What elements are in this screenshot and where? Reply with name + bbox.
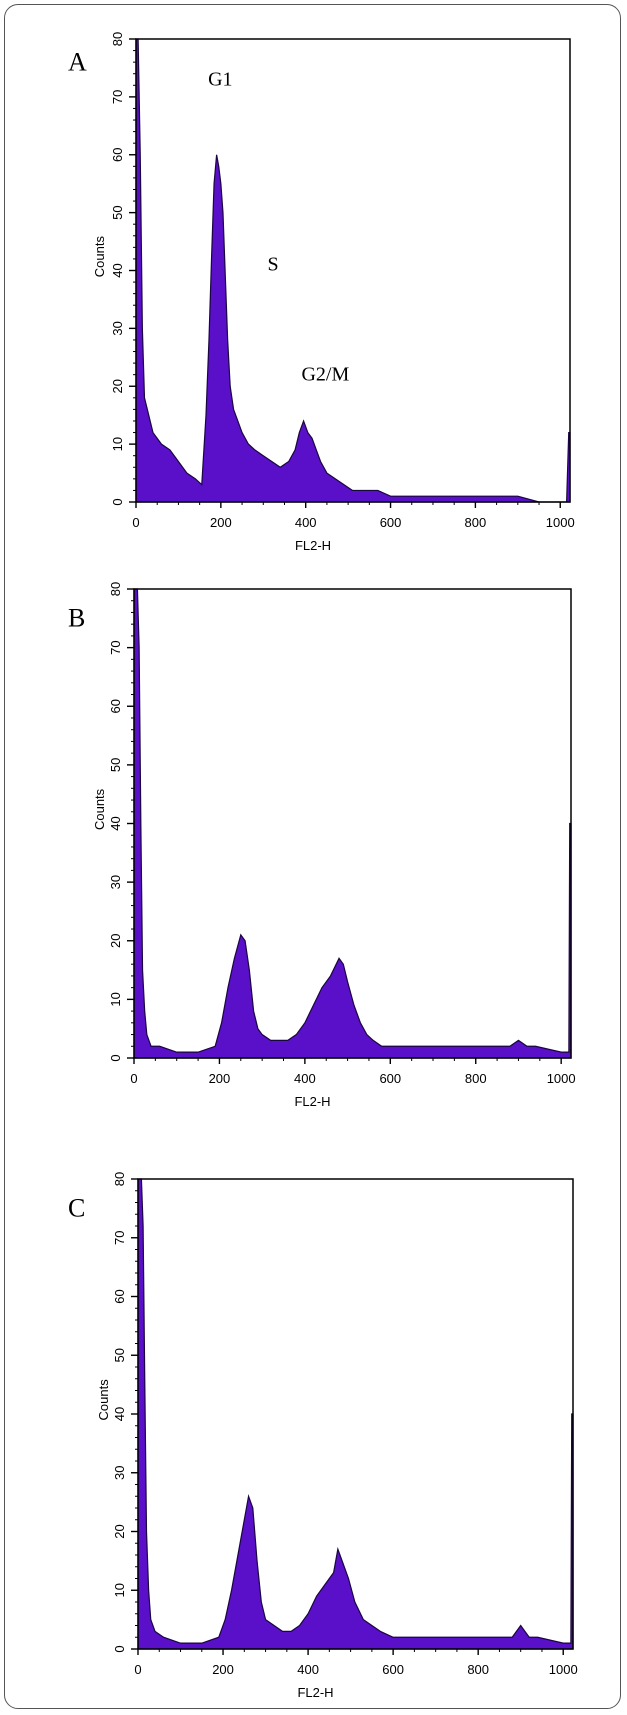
y-tick-label: 30 [110,321,125,335]
x-tick-label: 400 [295,515,317,530]
panel-letter-a: A [68,47,87,76]
y-tick-label: 60 [112,1289,127,1303]
y-tick-label: 50 [110,205,125,219]
x-tick-label: 600 [380,515,402,530]
x-tick-label: 1000 [549,1662,578,1677]
x-tick-label: 400 [297,1662,319,1677]
phase-label-g1: G1 [208,68,232,90]
y-axis-label: Counts [92,788,107,830]
y-tick-label: 50 [112,1348,127,1362]
y-tick-label: 70 [108,640,123,654]
y-tick-label: 50 [108,758,123,772]
plot-frame [135,38,571,503]
x-tick-label: 1000 [546,515,575,530]
x-tick-label: 0 [130,1071,137,1086]
y-tick-label: 10 [110,437,125,451]
x-tick-label: 200 [212,1662,234,1677]
y-tick-label: 60 [108,699,123,713]
x-tick-label: 0 [132,515,139,530]
x-tick-label: 600 [379,1071,401,1086]
y-tick-label: 0 [112,1645,127,1652]
x-tick-label: 800 [467,1662,489,1677]
x-tick-label: 200 [209,1071,231,1086]
y-tick-label: 80 [108,582,123,596]
x-tick-label: 0 [134,1662,141,1677]
x-tick-label: 200 [210,515,232,530]
y-axis-label: Counts [92,236,107,278]
x-tick-label: 800 [465,1071,487,1086]
x-tick-label: 600 [382,1662,404,1677]
y-tick-label: 20 [112,1524,127,1538]
x-tick-label: 1000 [547,1071,576,1086]
plot-frame [133,588,572,1059]
histogram-area [133,588,572,1059]
y-tick-label: 10 [112,1583,127,1597]
y-tick-label: 40 [110,263,125,277]
y-axis-label: Counts [96,1379,111,1421]
y-tick-label: 0 [110,498,125,505]
y-tick-label: 80 [112,1172,127,1186]
y-tick-label: 30 [112,1466,127,1480]
y-tick-label: 70 [110,90,125,104]
panel-letter-c: C [68,1193,85,1222]
y-tick-label: 30 [108,875,123,889]
plot-frame [137,1178,574,1650]
y-tick-label: 20 [110,379,125,393]
phase-label-g2-m: G2/M [301,363,349,385]
y-tick-label: 40 [112,1407,127,1421]
histogram-area [137,1178,574,1650]
y-tick-label: 0 [108,1054,123,1061]
y-tick-label: 40 [108,816,123,830]
x-axis-label: FL2-H [294,1094,330,1109]
x-axis-label: FL2-H [297,1685,333,1700]
x-tick-label: 400 [294,1071,316,1086]
y-tick-label: 20 [108,934,123,948]
figure-frame [4,4,621,1709]
phase-label-s: S [268,254,279,276]
x-axis-label: FL2-H [295,538,331,553]
y-tick-label: 60 [110,148,125,162]
y-tick-label: 80 [110,32,125,46]
x-tick-label: 800 [465,515,487,530]
histogram-area [135,38,571,503]
y-tick-label: 10 [108,992,123,1006]
panel-letter-b: B [68,603,85,632]
y-tick-label: 70 [112,1231,127,1245]
